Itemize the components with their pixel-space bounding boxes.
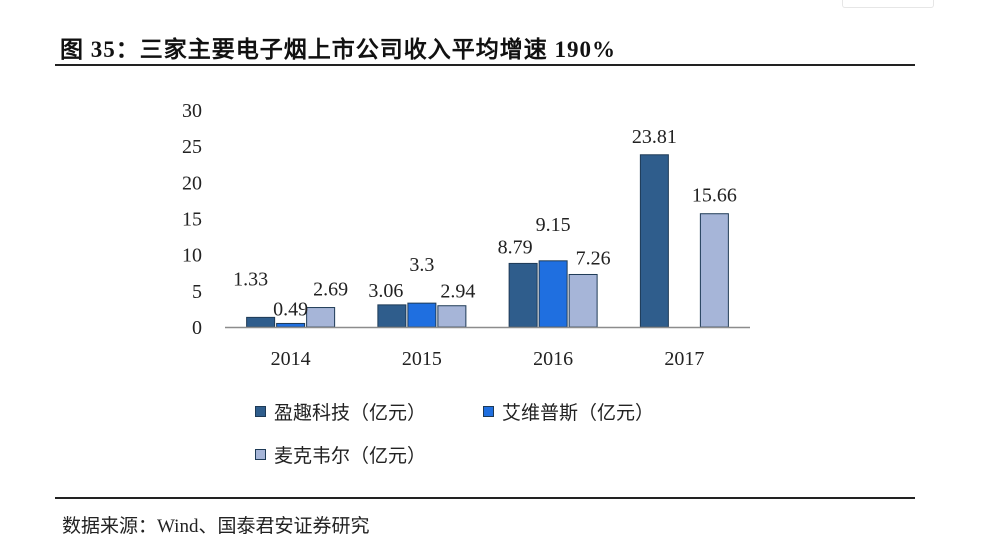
y-tick-label-2: 10 — [182, 245, 202, 267]
y-tick-label-3: 15 — [182, 209, 202, 231]
bar-2015-series-1[interactable] — [377, 304, 407, 328]
legend-label-series-3: 麦克韦尔（亿元） — [274, 446, 427, 467]
data-label-2017-series-3: 15.66 — [692, 185, 737, 207]
bar-2017-series-1[interactable] — [639, 154, 669, 328]
data-label-2014-series-3: 2.69 — [313, 279, 348, 301]
chart-title: 图 35：三家主要电子烟上市公司收入平均增速 190% — [60, 37, 616, 62]
legend-swatch-series-1 — [255, 406, 266, 417]
data-label-2015-series-3: 2.94 — [440, 281, 475, 303]
bar-2015-series-3[interactable] — [437, 305, 467, 328]
legend-item-series-3[interactable]: 麦克韦尔（亿元） — [255, 441, 426, 468]
data-labels: 1.330.492.69 3.06 3.3 2.94 8.799.157.26 23.81… — [233, 126, 737, 321]
bar-2016-series-1[interactable] — [508, 262, 538, 328]
legend-swatch-series-2 — [483, 406, 494, 417]
y-tick-label-5: 25 — [182, 136, 202, 158]
y-tick-label-0: 0 — [192, 317, 202, 339]
bar-2015-series-2[interactable] — [407, 302, 437, 328]
y-tick-label-4: 20 — [182, 172, 202, 194]
data-label-2016-series-1: 8.79 — [498, 236, 533, 258]
legend-label-series-1: 盈趣科技（亿元） — [274, 403, 427, 424]
bar-2016-series-3[interactable] — [568, 273, 598, 328]
legend-item-series-1[interactable]: 盈趣科技（亿元） — [255, 398, 426, 425]
data-label-2016-series-2: 9.15 — [536, 214, 571, 236]
legend-item-series-2[interactable]: 艾维普斯（亿元） — [483, 398, 654, 425]
data-label-2017-series-1: 23.81 — [632, 126, 677, 148]
x-tick-label-2014: 2014 — [271, 348, 311, 370]
data-label-2014-series-1: 1.33 — [233, 268, 268, 290]
y-tick-label-1: 5 — [192, 281, 202, 303]
source-note: 数据来源：Wind、国泰君安证券研究 — [62, 516, 370, 537]
bar-2014-series-1[interactable] — [246, 316, 276, 328]
x-tick-label-2016: 2016 — [533, 348, 573, 370]
bar-2014-series-2[interactable] — [276, 322, 306, 328]
bar-2014-series-3[interactable] — [306, 307, 336, 328]
legend-label-series-2: 艾维普斯（亿元） — [502, 403, 655, 424]
bar-2017-series-3[interactable] — [699, 213, 729, 328]
data-label-2015-series-2: 3.3 — [409, 254, 434, 276]
title-divider — [55, 64, 915, 66]
bar-series — [246, 154, 729, 328]
data-label-2014-series-2: 0.49 — [273, 298, 308, 320]
y-axis: 0 5 10 15 20 25 30 — [182, 100, 202, 339]
data-label-2016-series-3: 7.26 — [576, 247, 611, 269]
bar-2016-series-2[interactable] — [538, 260, 568, 328]
x-axis: 2014 2015 2016 2017 — [225, 326, 750, 370]
legend-swatch-series-3 — [255, 449, 266, 460]
source-divider — [55, 497, 915, 499]
data-label-2015-series-1: 3.06 — [368, 280, 403, 302]
x-tick-label-2017: 2017 — [664, 348, 704, 370]
x-tick-label-2015: 2015 — [402, 348, 442, 370]
y-tick-label-6: 30 — [182, 100, 202, 122]
corner-tab — [842, 0, 934, 8]
